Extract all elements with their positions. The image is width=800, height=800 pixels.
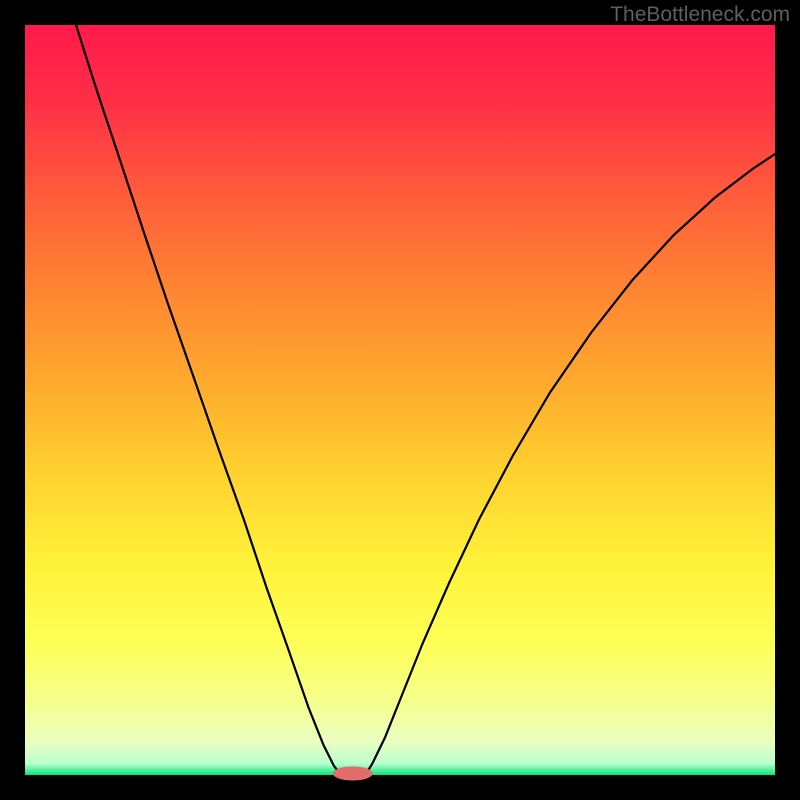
curve-left-branch [76, 25, 340, 774]
chart-frame [0, 0, 800, 800]
plot-area [25, 25, 775, 775]
curve-right-branch [366, 154, 775, 774]
curve-layer [25, 25, 775, 775]
watermark-text: TheBottleneck.com [610, 3, 790, 27]
minimum-marker [333, 767, 373, 781]
